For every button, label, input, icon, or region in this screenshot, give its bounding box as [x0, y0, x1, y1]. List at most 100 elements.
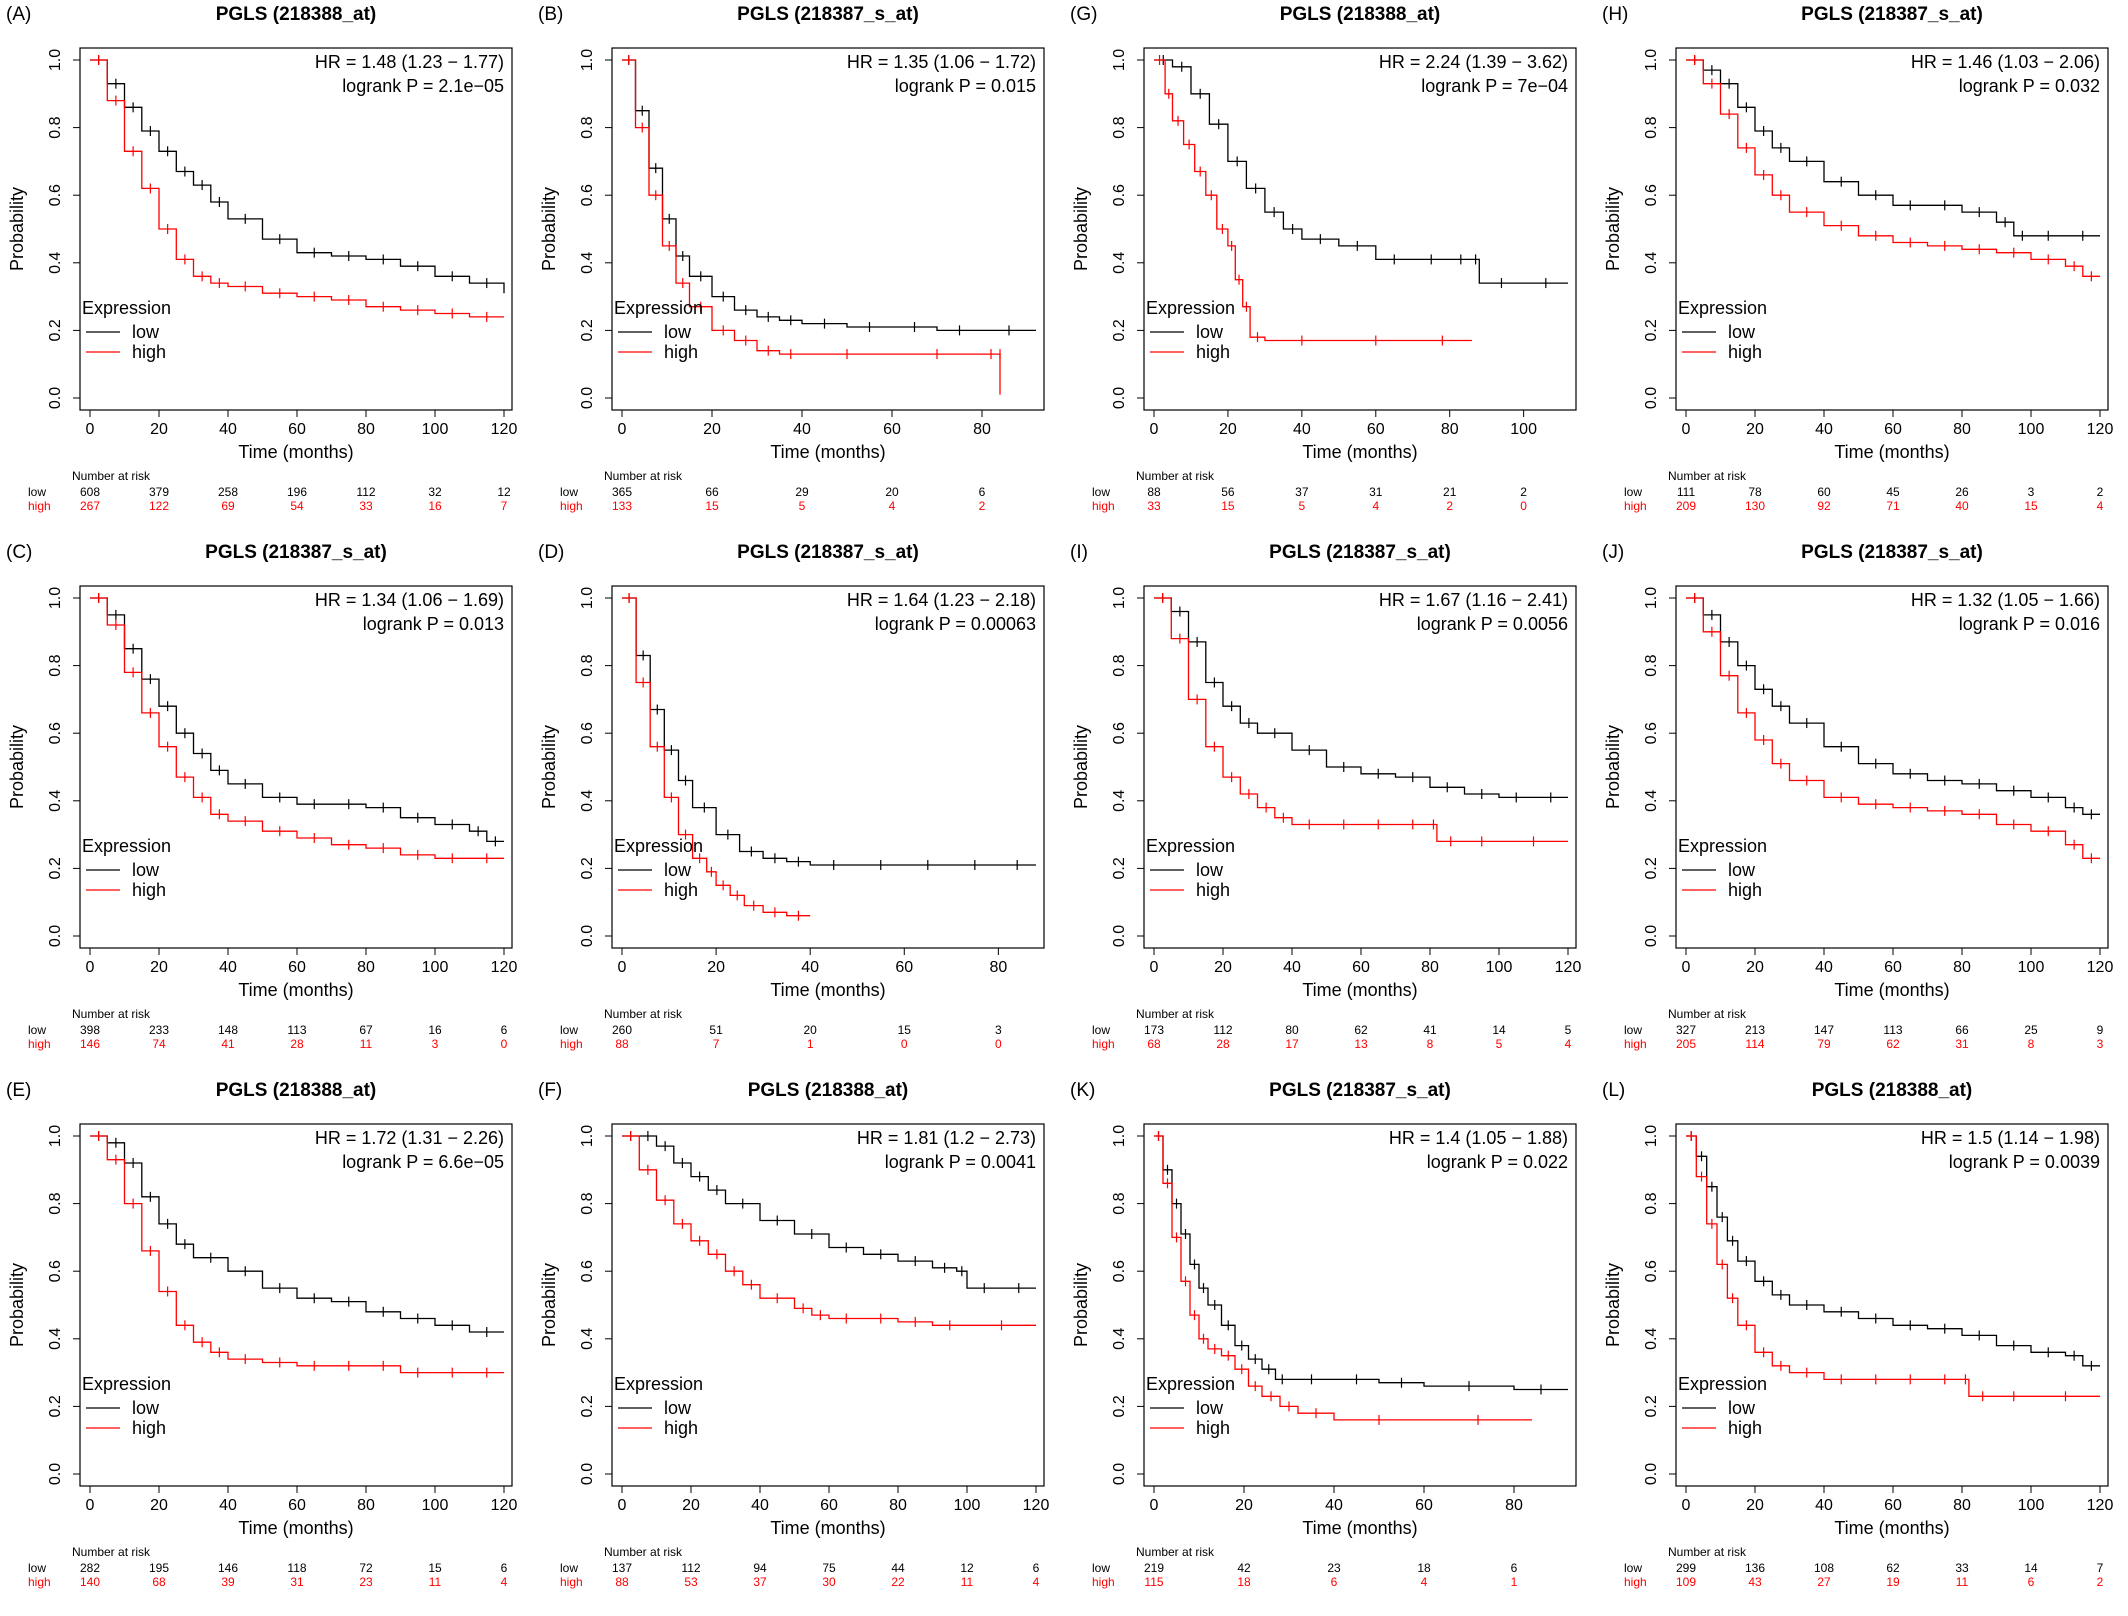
legend-label-high: high: [1728, 1418, 1762, 1438]
risk-count-low: 147: [1814, 1023, 1834, 1037]
legend-label-high: high: [664, 880, 698, 900]
plot-frame: [79, 47, 513, 411]
km-curve-high: [1154, 1135, 1532, 1421]
km-panel: (B) PGLS (218387_s_at) 0.0 0.2 0.4 0.6 0.8 1.0 P…: [532, 0, 1064, 538]
km-panel: (H) PGLS (218387_s_at) 0.0 0.2 0.4 0.6 0.8 1.0 P…: [1596, 0, 2128, 538]
risk-count-low: 379: [149, 485, 169, 499]
y-tick-label: 1.0: [47, 587, 64, 609]
legend-label-low: low: [1728, 860, 1756, 880]
x-axis-label: Time (months): [1302, 1518, 1417, 1538]
x-tick-label: 60: [895, 959, 913, 976]
risk-count-high: 71: [1886, 499, 1900, 513]
km-curve-high: [1686, 59, 2100, 277]
y-tick-label: 0.2: [1111, 857, 1128, 879]
x-axis-label: Time (months): [1834, 980, 1949, 1000]
risk-count-high: 40: [1955, 499, 1969, 513]
risk-row-label-low: low: [28, 485, 46, 499]
risk-row-label-high: high: [28, 1037, 51, 1051]
risk-table-header: Number at risk: [1136, 469, 1215, 483]
y-tick-label: 0.0: [579, 925, 596, 947]
y-tick-label: 1.0: [1111, 587, 1128, 609]
y-axis-label: Probability: [7, 187, 27, 271]
y-tick-label: 0.2: [1111, 319, 1128, 341]
risk-count-low: 56: [1221, 485, 1235, 499]
legend-title: Expression: [1146, 298, 1235, 318]
risk-count-low: 51: [709, 1023, 723, 1037]
y-tick-label: 0.0: [47, 925, 64, 947]
risk-count-high: 11: [429, 1575, 442, 1589]
risk-count-low: 14: [2024, 1561, 2038, 1575]
km-chart: (B) PGLS (218387_s_at) 0.0 0.2 0.4 0.6 0.8 1.0 P…: [538, 4, 1045, 513]
panel-label: (J): [1602, 542, 1624, 563]
risk-count-low: 80: [1285, 1023, 1299, 1037]
risk-count-low: 136: [1745, 1561, 1765, 1575]
risk-count-high: 267: [80, 499, 100, 513]
risk-row-label-low: low: [1624, 485, 1642, 499]
km-curve-high: [622, 597, 811, 917]
risk-count-low: 233: [149, 1023, 169, 1037]
km-curve-low: [1686, 597, 2100, 815]
risk-count-high: 5: [1299, 499, 1306, 513]
risk-count-high: 115: [1144, 1575, 1163, 1589]
y-tick-label: 0.8: [1111, 1192, 1128, 1214]
hr-annotation: HR = 1.35 (1.06 − 1.72): [847, 52, 1036, 72]
y-tick-label: 0.0: [47, 1463, 64, 1485]
legend-title: Expression: [614, 1374, 703, 1394]
risk-count-low: 12: [960, 1561, 974, 1575]
km-panel: (I) PGLS (218387_s_at) 0.0 0.2 0.4 0.6 0.8 1.0 P…: [1064, 538, 1596, 1076]
risk-count-low: 6: [1511, 1561, 1518, 1575]
risk-count-high: 3: [432, 1037, 439, 1051]
risk-count-high: 2: [979, 499, 986, 513]
risk-count-low: 26: [1955, 485, 1969, 499]
x-tick-label: 120: [2087, 959, 2114, 976]
legend-label-low: low: [1196, 1398, 1224, 1418]
y-tick-label: 0.8: [579, 1192, 596, 1214]
logrank-annotation: logrank P = 0.0056: [1417, 614, 1568, 634]
x-tick-label: 100: [2018, 1497, 2045, 1514]
legend-label-low: low: [1196, 860, 1224, 880]
hr-annotation: HR = 1.5 (1.14 − 1.98): [1921, 1128, 2100, 1148]
risk-table-header: Number at risk: [1136, 1007, 1215, 1021]
x-axis-label: Time (months): [238, 980, 353, 1000]
y-tick-label: 0.8: [1643, 1192, 1660, 1214]
x-tick-label: 0: [618, 959, 627, 976]
risk-count-low: 327: [1676, 1023, 1696, 1037]
y-tick-label: 0.0: [1111, 925, 1128, 947]
risk-row-label-high: high: [28, 1575, 51, 1589]
x-tick-label: 20: [1746, 959, 1764, 976]
y-tick-label: 1.0: [579, 587, 596, 609]
plot-frame: [611, 1123, 1045, 1487]
x-tick-label: 20: [1235, 1497, 1253, 1514]
legend-label-low: low: [1728, 1398, 1756, 1418]
risk-count-high: 2: [2097, 1575, 2104, 1589]
risk-count-low: 29: [795, 485, 809, 499]
y-tick-label: 0.6: [579, 722, 596, 744]
y-tick-label: 1.0: [47, 1125, 64, 1147]
legend-title: Expression: [614, 836, 703, 856]
chart-title: PGLS (218387_s_at): [1269, 1080, 1451, 1101]
legend-title: Expression: [82, 836, 171, 856]
risk-count-high: 15: [2024, 499, 2038, 513]
risk-count-high: 13: [1354, 1037, 1368, 1051]
x-tick-label: 60: [288, 1497, 306, 1514]
y-tick-label: 0.4: [579, 252, 596, 274]
legend-label-high: high: [664, 1418, 698, 1438]
x-tick-label: 100: [954, 1497, 981, 1514]
hr-annotation: HR = 1.64 (1.23 − 2.18): [847, 590, 1036, 610]
x-tick-label: 80: [1953, 1497, 1971, 1514]
risk-count-high: 28: [1216, 1037, 1230, 1051]
km-chart: (C) PGLS (218387_s_at) 0.0 0.2 0.4 0.6 0.8 1.0 P…: [6, 542, 517, 1051]
y-tick-label: 0.2: [47, 857, 64, 879]
x-tick-label: 80: [357, 1497, 375, 1514]
risk-count-high: 1: [1511, 1575, 1518, 1589]
plot-frame: [1675, 47, 2109, 411]
risk-count-high: 31: [1955, 1037, 1969, 1051]
risk-count-high: 39: [221, 1575, 235, 1589]
logrank-annotation: logrank P = 7e−04: [1421, 76, 1568, 96]
risk-count-low: 3: [2028, 485, 2035, 499]
risk-count-low: 113: [1883, 1023, 1902, 1037]
km-chart: (E) PGLS (218388_at) 0.0 0.2 0.4 0.6 0.8 1.0 Pro…: [6, 1080, 517, 1589]
km-chart: (D) PGLS (218387_s_at) 0.0 0.2 0.4 0.6 0.8 1.0 P…: [538, 542, 1045, 1051]
risk-count-low: 118: [287, 1561, 306, 1575]
km-panel: (L) PGLS (218388_at) 0.0 0.2 0.4 0.6 0.8 1.0 Pro…: [1596, 1076, 2128, 1614]
